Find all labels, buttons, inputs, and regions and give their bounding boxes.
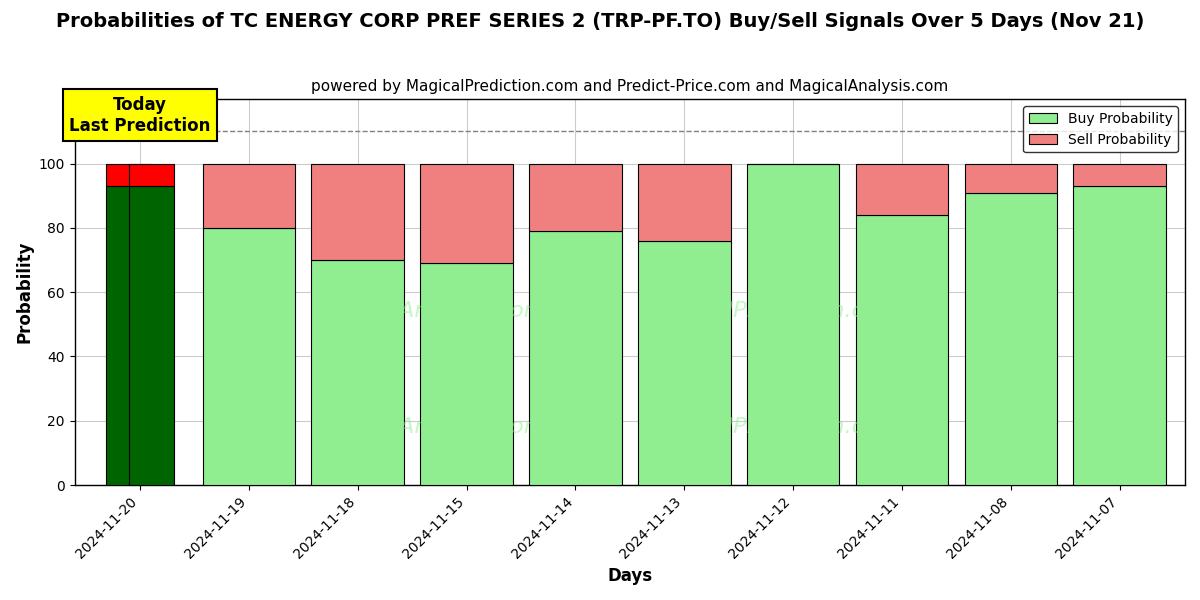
Text: Today
Last Prediction: Today Last Prediction — [70, 96, 211, 135]
Bar — [203, 228, 295, 485]
Text: MagicalAnalysis.com: MagicalAnalysis.com — [314, 417, 546, 437]
Bar — [203, 164, 295, 228]
Bar — [1074, 186, 1166, 485]
Text: MagicalPrediction.com: MagicalPrediction.com — [649, 301, 900, 322]
Bar — [529, 231, 622, 485]
Text: Probabilities of TC ENERGY CORP PREF SERIES 2 (TRP-PF.TO) Buy/Sell Signals Over : Probabilities of TC ENERGY CORP PREF SER… — [56, 12, 1144, 31]
Bar — [1074, 164, 1166, 186]
Bar — [312, 260, 404, 485]
Bar — [856, 215, 948, 485]
Bar — [965, 193, 1057, 485]
Title: powered by MagicalPrediction.com and Predict-Price.com and MagicalAnalysis.com: powered by MagicalPrediction.com and Pre… — [311, 79, 948, 94]
X-axis label: Days: Days — [607, 567, 653, 585]
Bar — [128, 164, 174, 186]
Bar — [529, 164, 622, 231]
Bar — [638, 241, 731, 485]
Legend: Buy Probability, Sell Probability: Buy Probability, Sell Probability — [1024, 106, 1178, 152]
Bar — [856, 164, 948, 215]
Bar — [312, 164, 404, 260]
Bar — [638, 164, 731, 241]
Bar — [965, 164, 1057, 193]
Text: MagicalAnalysis.com: MagicalAnalysis.com — [314, 301, 546, 322]
Bar — [106, 186, 151, 485]
Y-axis label: Probability: Probability — [16, 241, 34, 343]
Bar — [420, 164, 512, 263]
Bar — [420, 263, 512, 485]
Bar — [106, 164, 151, 186]
Bar — [128, 186, 174, 485]
Text: MagicalPrediction.com: MagicalPrediction.com — [649, 417, 900, 437]
Bar — [746, 164, 839, 485]
